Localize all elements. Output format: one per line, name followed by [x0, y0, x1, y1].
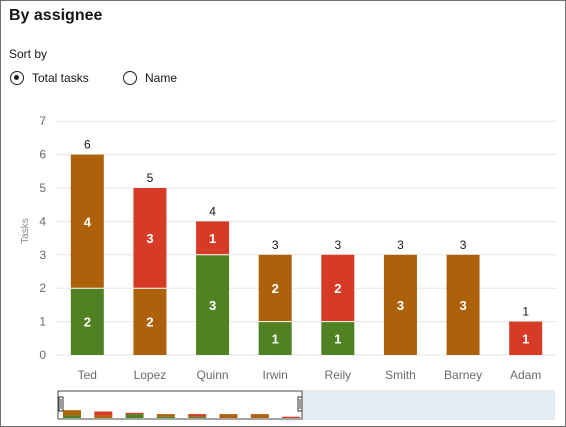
x-tick-label: Ted [78, 368, 97, 382]
overview-left-handle[interactable] [58, 396, 64, 412]
y-tick-label: 3 [39, 248, 46, 262]
radio-selected-icon [10, 71, 24, 85]
bar-segment[interactable] [321, 321, 355, 355]
overview-bar-segment [156, 416, 175, 418]
segment-value-label: 1 [272, 331, 279, 346]
segment-value-label: 2 [272, 281, 279, 296]
bar-total-label: 6 [84, 138, 91, 152]
sort-total-tasks-radio[interactable]: Total tasks [10, 71, 89, 85]
x-tick-label: Reily [324, 368, 351, 382]
y-tick-label: 0 [39, 348, 46, 362]
y-tick-label: 4 [39, 214, 46, 228]
y-axis-label: Tasks [20, 218, 31, 244]
overview-bar-segment [188, 414, 207, 417]
chart-bars: 2 4 6 2 3 5 3 1 4 1 2 3 1 2 3 3 3 3 3 1 1 [70, 138, 543, 355]
overview-right-handle[interactable] [297, 396, 303, 412]
x-tick-label: Quinn [197, 368, 229, 382]
radio-unselected-icon [123, 71, 137, 85]
x-axis-labels: Ted Lopez Quinn Irwin Reily Smith Barney Adam [78, 368, 542, 382]
bar-segment[interactable] [70, 288, 104, 355]
bar-segment[interactable] [383, 254, 417, 355]
segment-value-label: 2 [334, 281, 341, 296]
overview-bar-segment [125, 412, 144, 415]
bar-total-label: 3 [334, 238, 341, 252]
overview-bar-segment [219, 414, 238, 418]
segment-value-label: 3 [209, 298, 216, 313]
overview-bar-segment [188, 416, 207, 418]
overview-scrollbar[interactable] [57, 390, 555, 420]
sort-name-label: Name [145, 71, 178, 85]
bar-segment[interactable] [133, 188, 167, 289]
segment-value-label: 3 [146, 231, 153, 246]
segment-value-label: 1 [522, 331, 529, 346]
bar-segment[interactable] [196, 254, 230, 355]
bar-total-label: 3 [397, 238, 404, 252]
overview-mini-bars [63, 410, 301, 418]
bar-total-label: 5 [147, 171, 154, 185]
overview-bar-segment [156, 414, 175, 417]
overview-bar-segment [63, 410, 81, 416]
chart-gridlines [56, 120, 557, 356]
bar-total-label: 1 [522, 305, 529, 319]
sort-by-label: Sort by [9, 47, 48, 61]
sort-name-radio[interactable]: Name [123, 71, 177, 85]
x-tick-label: Adam [510, 368, 541, 382]
overview-bar-segment [63, 415, 81, 418]
overview-bar-segment [282, 416, 301, 418]
y-tick-label: 5 [39, 181, 46, 195]
segment-value-label: 4 [84, 214, 92, 229]
overview-outside-window [302, 390, 555, 420]
overview-bar-segment [250, 414, 269, 418]
bar-total-label: 4 [209, 204, 216, 218]
bar-segment[interactable] [446, 254, 480, 355]
bar-segment[interactable] [258, 254, 292, 322]
x-tick-label: Lopez [134, 368, 167, 382]
y-axis-ticks: 0 1 2 3 4 5 6 7 [39, 114, 46, 362]
bar-total-label: 3 [460, 238, 467, 252]
x-tick-label: Smith [385, 368, 416, 382]
overview-bar-segment [94, 415, 113, 418]
bar-total-label: 3 [272, 238, 279, 252]
bar-segment[interactable] [70, 154, 104, 289]
y-tick-label: 6 [39, 148, 46, 162]
segment-value-label: 3 [459, 298, 466, 313]
x-tick-label: Irwin [263, 368, 288, 382]
bar-segment[interactable] [196, 221, 230, 255]
segment-value-label: 2 [146, 315, 153, 330]
segment-value-label: 1 [209, 231, 216, 246]
segment-value-label: 2 [84, 315, 91, 330]
segment-value-label: 1 [334, 331, 341, 346]
x-tick-label: Barney [444, 368, 482, 382]
bar-segment[interactable] [509, 321, 543, 355]
y-tick-label: 1 [39, 315, 46, 329]
panel-title: By assignee [9, 7, 103, 24]
bar-segment[interactable] [133, 288, 167, 355]
sort-total-tasks-label: Total tasks [32, 71, 89, 85]
y-tick-label: 2 [39, 281, 46, 295]
bar-segment[interactable] [321, 254, 355, 322]
overview-bar-segment [94, 411, 113, 416]
segment-value-label: 3 [397, 298, 404, 313]
y-tick-label: 7 [39, 114, 46, 128]
bar-segment[interactable] [258, 321, 292, 355]
overview-bar-segment [125, 414, 144, 418]
